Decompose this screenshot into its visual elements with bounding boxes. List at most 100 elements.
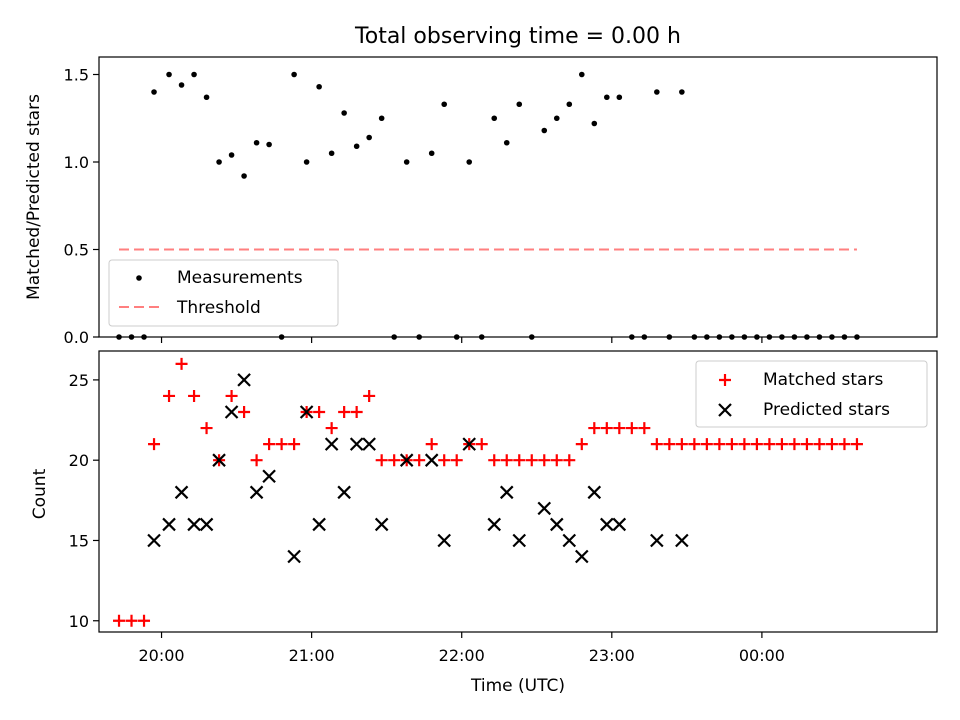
legend-predicted-label: Predicted stars (763, 400, 890, 420)
predicted-star-point (249, 485, 264, 500)
matched-star-point (713, 438, 726, 451)
matched-star-point (163, 389, 176, 402)
matched-star-point (500, 454, 513, 467)
bottom-x-ticks: 20:00 21:00 22:00 23:00 00:00 (138, 632, 785, 665)
matched-star-point (663, 438, 676, 451)
matched-star-point (588, 422, 601, 435)
top-y-tick-label: 1.5 (64, 66, 89, 85)
predicted-star-point (349, 437, 364, 451)
matched-star-point (325, 422, 338, 435)
legend-matched-marker (719, 374, 731, 386)
matched-star-point (200, 422, 213, 435)
measurement-point (241, 173, 247, 179)
predicted-star-point (512, 533, 527, 548)
matched-star-point (188, 389, 201, 402)
x-tick-label: 00:00 (739, 646, 785, 665)
measurement-point (403, 159, 410, 165)
bottom-legend-box (695, 360, 928, 428)
predicted-star-point (675, 533, 689, 548)
predicted-star-point (499, 485, 514, 500)
matched-star-point (363, 389, 376, 402)
predicted-star-point (437, 533, 451, 548)
predicted-star-point (174, 485, 189, 500)
predicted-star-point (612, 517, 627, 532)
matched-star-point (538, 454, 551, 467)
bottom-y-tick-label: 10 (69, 612, 89, 631)
matched-star-point (350, 406, 363, 419)
measurement-point (303, 159, 310, 165)
predicted-star-point (337, 485, 351, 500)
predicted-star-point (312, 517, 326, 532)
legend-threshold-label: Threshold (176, 298, 261, 318)
legend-matched-label: Matched stars (763, 370, 883, 390)
matched-star-point (438, 454, 451, 467)
matched-star-point (850, 438, 863, 451)
measurement-point (591, 120, 598, 127)
measurement-point (203, 94, 210, 101)
predicted-star-point (299, 405, 314, 419)
measurement-point (553, 115, 560, 122)
predicted-star-point (362, 437, 376, 451)
measurement-point (266, 141, 272, 148)
measurement-point (228, 152, 235, 158)
matched-star-point (638, 422, 651, 435)
predicted-star-point (162, 517, 176, 532)
bottom-y-tick-label: 15 (69, 531, 89, 550)
chart-title: Total observing time = 0.00 h (354, 24, 681, 49)
x-tick-label: 23:00 (589, 646, 635, 665)
matched-star-point (725, 438, 738, 451)
bottom-y-ticks: 10 15 20 25 (69, 371, 99, 631)
measurement-point (541, 127, 548, 134)
matched-star-point (263, 438, 276, 451)
top-y-tick-label: 0.5 (64, 241, 89, 260)
matched-star-point (675, 438, 688, 451)
top-y-axis-label: Matched/Predicted stars (24, 94, 44, 300)
top-panel: Matched/Predicted stars 0.0 0.5 1.0 1.5 Mea… (24, 56, 938, 347)
matched-star-point (413, 454, 426, 467)
measurement-point (151, 89, 157, 95)
predicted-star-point (487, 517, 502, 532)
bottom-y-tick-label: 20 (69, 451, 89, 470)
predicted-star-point (187, 517, 201, 532)
matched-star-point (275, 438, 288, 451)
predicted-star-point (262, 469, 276, 484)
bottom-panel: Count Time (UTC) 10 15 20 25 20:00 21:00 22:0… (30, 350, 938, 696)
x-tick-label: 22:00 (439, 646, 485, 665)
matched-star-point (563, 454, 576, 467)
matched-star-point (338, 406, 351, 419)
predicted-star-point (374, 517, 389, 532)
matched-star-point (225, 389, 238, 402)
matched-star-point (113, 614, 126, 627)
measurement-point (654, 89, 660, 95)
matched-star-point (763, 438, 776, 451)
matched-star-point (138, 614, 151, 627)
matched-star-point (450, 454, 463, 467)
matched-star-point (388, 454, 401, 467)
matched-star-point (600, 422, 613, 435)
x-axis-label: Time (UTC) (470, 676, 565, 696)
legend-measurements-marker (136, 275, 142, 281)
bottom-legend: Matched stars Predicted stars (695, 360, 928, 428)
matched-star-point (775, 438, 788, 451)
measurement-point (503, 139, 510, 146)
predicted-star-point (650, 533, 664, 548)
measurement-point (341, 110, 347, 116)
matched-star-point (288, 438, 301, 451)
measurement-point (566, 101, 573, 108)
matched-star-point (375, 454, 388, 467)
matched-star-point (148, 438, 161, 451)
top-axes-frame (98, 56, 938, 338)
top-legend-box (108, 259, 339, 327)
measurement-point (216, 159, 222, 165)
measurement-point (378, 115, 385, 122)
matched-star-point (613, 422, 626, 435)
measurement-point (353, 143, 360, 150)
predicted-star-point (462, 437, 476, 451)
predicted-star-point (562, 533, 577, 548)
measurement-point (191, 71, 197, 78)
measurement-point (291, 71, 297, 78)
predicted-star-point (424, 453, 439, 467)
measurement-point (491, 115, 498, 122)
measurement-point (253, 139, 260, 146)
